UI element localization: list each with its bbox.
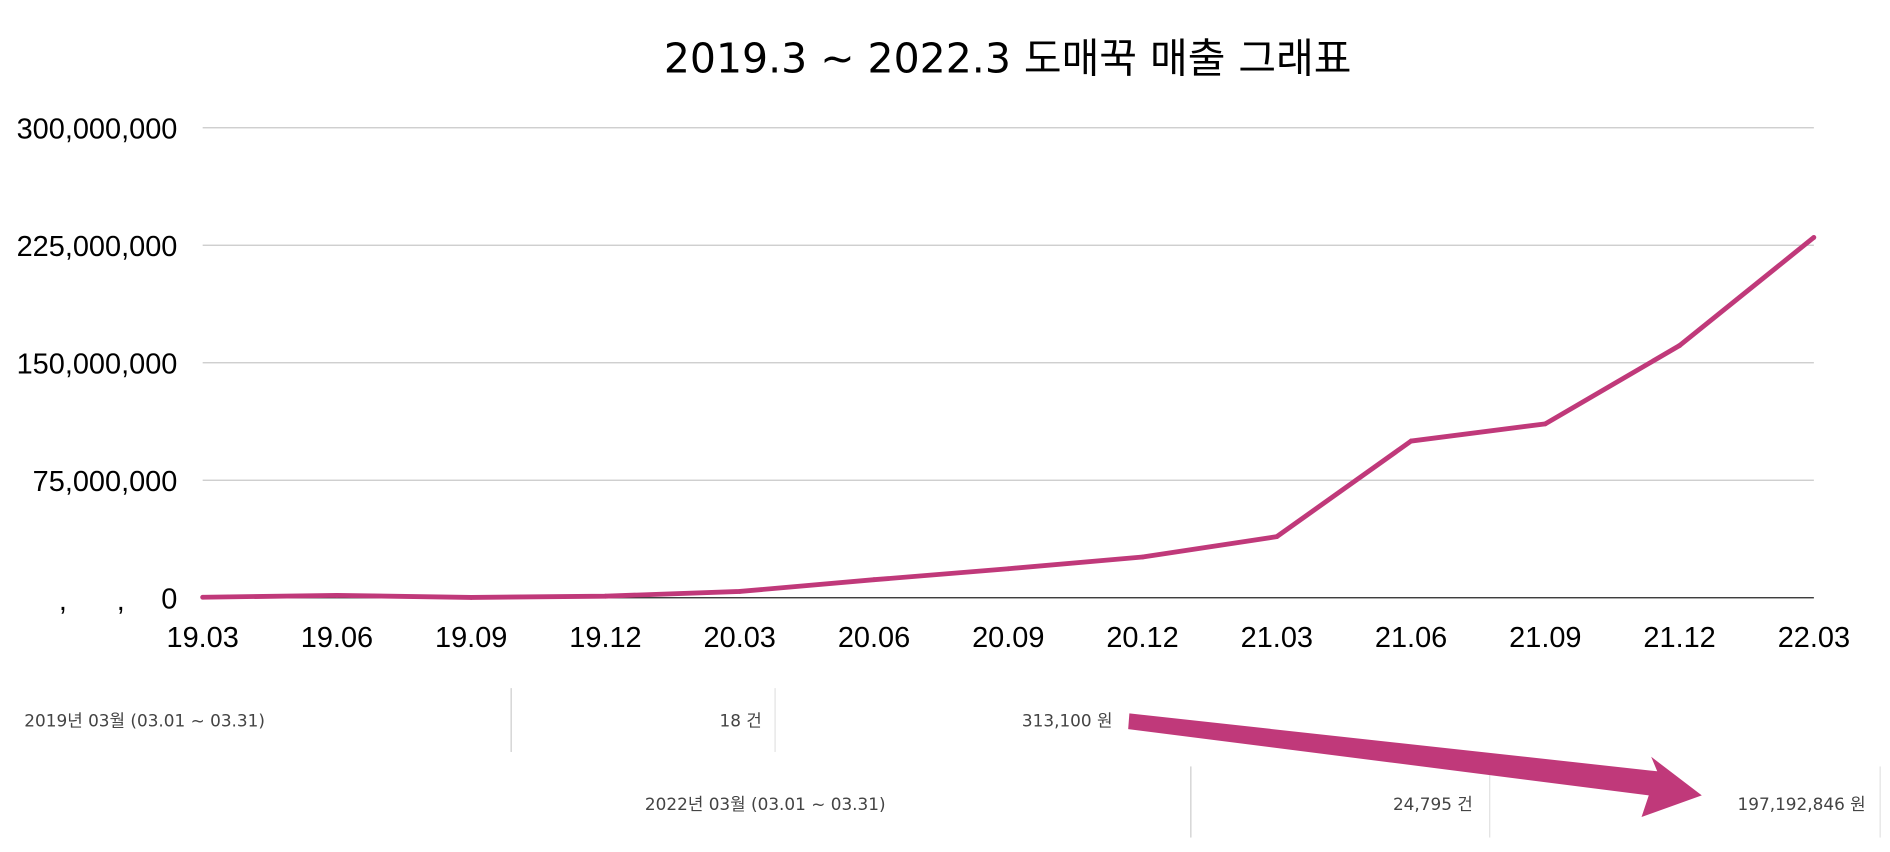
count-cell: 24,795 건 xyxy=(1393,794,1473,814)
x-tick-label: 20.12 xyxy=(1106,622,1178,654)
x-tick-label: 21.12 xyxy=(1643,622,1715,654)
period-cell: 2019년 03월 (03.01 ~ 03.31) xyxy=(24,711,265,731)
chart-title: 2019.3 ~ 2022.3 도매꾹 매출 그래표 xyxy=(664,34,1352,82)
x-tick-label: 19.12 xyxy=(569,622,641,654)
data-point xyxy=(468,595,474,600)
table-row-2022: 2022년 03월 (03.01 ~ 03.31) 24,795 건 197,1… xyxy=(645,766,1881,838)
period-cell: 2022년 03월 (03.01 ~ 03.31) xyxy=(645,794,886,814)
amount-cell: 313,100 원 xyxy=(1022,711,1113,731)
x-tick-label: 21.03 xyxy=(1241,622,1313,654)
amount-cell: 197,192,846 원 xyxy=(1738,794,1866,814)
x-tick-label: 20.09 xyxy=(972,622,1044,654)
data-point xyxy=(737,589,743,594)
x-tick-label: 21.09 xyxy=(1509,622,1581,654)
x-tick-label: 19.03 xyxy=(166,622,238,654)
x-tick-label: 22.03 xyxy=(1778,622,1850,654)
stray-mark: , xyxy=(117,585,125,617)
data-point xyxy=(1140,554,1145,560)
y-tick-label: 150,000,000 xyxy=(17,349,178,381)
x-axis-ticks: 19.03 19.06 19.09 19.12 20.03 20.06 20.09 20.12… xyxy=(166,622,1850,654)
count-cell: 18 건 xyxy=(719,711,761,731)
y-tick-label: 225,000,000 xyxy=(17,231,178,263)
data-point xyxy=(871,577,877,583)
gridlines xyxy=(202,127,1814,599)
data-point xyxy=(1542,421,1548,427)
data-point xyxy=(1274,534,1280,540)
arrow-icon xyxy=(1128,713,1702,818)
data-point xyxy=(1811,234,1817,240)
y-tick-label: 75,000,000 xyxy=(33,466,178,498)
data-point xyxy=(603,593,608,599)
arrow-annotation xyxy=(1128,713,1702,818)
x-tick-label: 21.06 xyxy=(1375,622,1447,654)
y-tick-label: 300,000,000 xyxy=(17,114,178,146)
x-tick-label: 19.09 xyxy=(435,622,507,654)
series-line xyxy=(202,235,1816,600)
data-point xyxy=(1408,438,1414,444)
y-tick-label: 0 xyxy=(161,584,177,616)
data-point xyxy=(200,594,206,600)
x-tick-label: 19.06 xyxy=(301,622,373,654)
data-point xyxy=(1677,343,1683,348)
table-row-2019: 2019년 03월 (03.01 ~ 03.31) 18 건 313,100 원 xyxy=(24,688,1113,752)
data-point xyxy=(1005,566,1011,572)
data-point xyxy=(334,592,340,598)
y-axis-ticks: 0 75,000,000 150,000,000 225,000,000 300,000… xyxy=(17,114,178,616)
x-tick-label: 20.06 xyxy=(838,622,910,654)
stray-mark: , xyxy=(59,585,67,617)
x-tick-label: 20.03 xyxy=(704,622,776,654)
series-lines xyxy=(200,234,1817,600)
